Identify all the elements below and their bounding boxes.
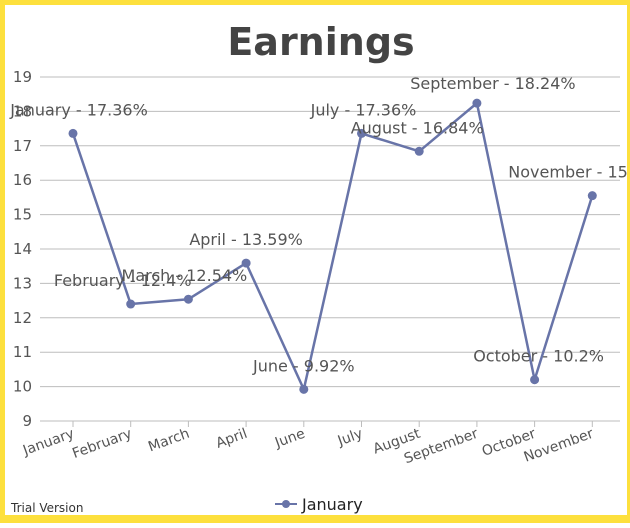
data-label: February - 12.4% [54, 271, 192, 290]
data-point [299, 384, 309, 394]
y-tick-label: 12 [13, 309, 32, 327]
watermark: Trial Version [10, 501, 83, 515]
data-label: August - 16.84% [351, 118, 484, 137]
x-tick-label: July [335, 426, 365, 450]
data-label: October - 10.2% [473, 347, 604, 366]
data-label: June - 9.92% [252, 356, 355, 375]
y-tick-label: 11 [13, 343, 32, 361]
data-label: July - 17.36% [310, 100, 417, 119]
data-point [357, 128, 366, 138]
data-label: April - 13.59% [189, 230, 303, 249]
data-point [414, 146, 424, 156]
data-point [68, 128, 78, 138]
data-point [126, 299, 136, 309]
y-tick-label: 18 [13, 102, 32, 120]
x-tick-label: April [214, 426, 250, 452]
series-line [71, 101, 594, 391]
y-tick-label: 14 [13, 240, 32, 258]
data-point [183, 294, 193, 304]
x-tick-label: January [20, 426, 76, 460]
grid [40, 76, 620, 422]
x-tick-label: March [146, 426, 192, 456]
data-label: September - 18.24% [410, 74, 575, 93]
legend-label: January [301, 495, 363, 514]
y-tick-label: 10 [13, 378, 32, 396]
data-label: November - 15 [508, 163, 628, 182]
x-tick-label: June [272, 426, 307, 452]
y-tick-label: 13 [13, 274, 32, 292]
data-point [241, 258, 251, 268]
data-labels: January - 17.36% February - 12.4%March - … [9, 74, 628, 375]
data-point [530, 375, 540, 385]
legend[interactable]: January [275, 495, 363, 514]
data-point [472, 98, 482, 108]
series [68, 98, 597, 394]
y-tick-label: 16 [13, 171, 32, 189]
y-tick-label: 19 [13, 68, 32, 86]
y-tick-label: 17 [13, 137, 32, 155]
legend-marker-swatch [282, 500, 290, 508]
data-point [587, 191, 597, 201]
chart-title: Earnings [227, 20, 414, 64]
x-tick-label: February [70, 426, 134, 462]
chart: Earnings 910111213141516171819JanuaryFeb… [9, 20, 628, 515]
data-label: January - 17.36% [9, 100, 148, 119]
y-tick-label: 9 [22, 412, 32, 430]
y-tick-label: 15 [13, 206, 32, 224]
data-label: March - 12.54% [122, 266, 248, 285]
